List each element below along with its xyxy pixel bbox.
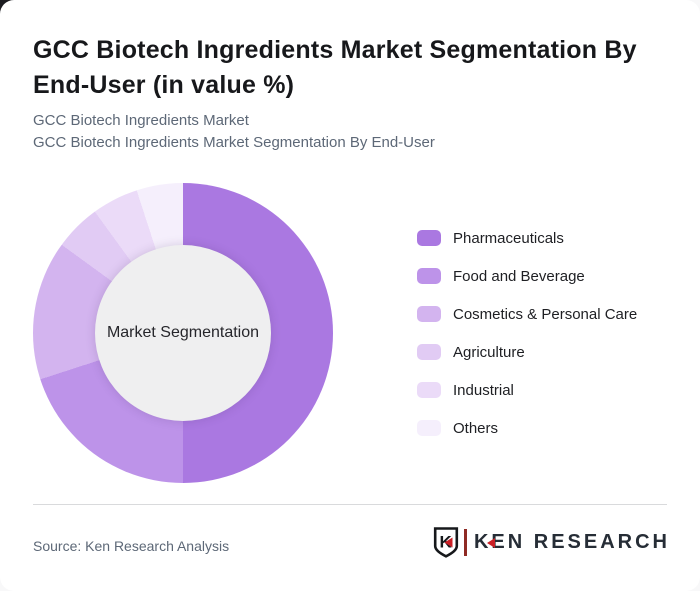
legend-item: Pharmaceuticals xyxy=(417,229,637,247)
legend-label: Cosmetics & Personal Care xyxy=(453,305,638,323)
legend-swatch xyxy=(417,230,441,246)
legend-label: Pharmaceuticals xyxy=(453,229,564,247)
legend-item: Agriculture xyxy=(417,343,637,361)
brand-wordmark: KEN RESEARCH xyxy=(474,529,670,556)
chart-subtitles: GCC Biotech Ingredients Market GCC Biote… xyxy=(33,110,435,154)
legend-item: Food and Beverage xyxy=(417,267,637,285)
logo-separator xyxy=(463,529,467,556)
ken-research-logo: K KEN RESEARCH xyxy=(433,527,670,558)
legend-swatch xyxy=(417,268,441,284)
legend-swatch xyxy=(417,420,441,436)
legend-item: Others xyxy=(417,419,637,437)
subtitle-line-1: GCC Biotech Ingredients Market xyxy=(33,112,249,129)
legend-label: Food and Beverage xyxy=(453,267,585,285)
legend-swatch xyxy=(417,344,441,360)
legend-item: Cosmetics & Personal Care xyxy=(417,305,638,323)
donut-hole: Market Segmentation xyxy=(95,245,271,421)
legend-swatch xyxy=(417,306,441,322)
chart-legend: Pharmaceuticals Food and Beverage Cosmetic… xyxy=(417,230,637,458)
legend-label: Others xyxy=(453,419,499,437)
shield-k-icon: K xyxy=(433,527,459,558)
footer-divider xyxy=(33,504,667,505)
legend-label: Agriculture xyxy=(453,343,525,361)
donut-center-label: Market Segmentation xyxy=(106,324,260,341)
subtitle-line-2: GCC Biotech Ingredients Market Segmentat… xyxy=(33,134,435,151)
legend-item: Industrial xyxy=(417,381,637,399)
brand-k-triangle-icon xyxy=(486,538,495,548)
donut-chart: Market Segmentation xyxy=(33,183,333,483)
brand-text: KEN RESEARCH xyxy=(473,531,670,553)
legend-label: Industrial xyxy=(453,381,514,399)
source-note: Source: Ken Research Analysis xyxy=(33,538,230,554)
chart-title: GCC Biotech Ingredients Market Segmentat… xyxy=(33,36,637,99)
legend-swatch xyxy=(417,382,441,398)
